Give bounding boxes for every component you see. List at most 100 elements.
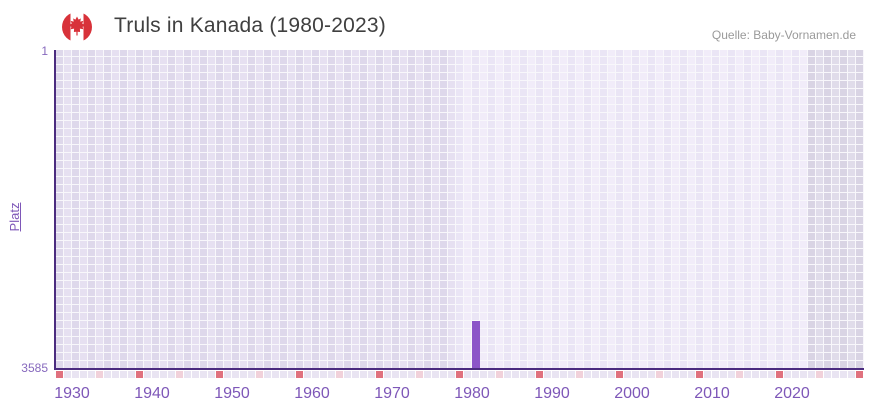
x-tick-2020 bbox=[776, 371, 783, 378]
x-axis-label-2010: 2010 bbox=[694, 385, 730, 402]
x-tick-1985 bbox=[496, 371, 503, 378]
x-axis-label-1930: 1930 bbox=[54, 385, 90, 402]
x-tick-1990 bbox=[536, 371, 543, 378]
x-tick-1946 bbox=[184, 371, 191, 378]
x-tick-1941 bbox=[144, 371, 151, 378]
x-tick-2015 bbox=[736, 371, 743, 378]
x-tick-1931 bbox=[64, 371, 71, 378]
x-tick-2006 bbox=[664, 371, 671, 378]
x-tick-1992 bbox=[552, 371, 559, 378]
x-tick-2012 bbox=[712, 371, 719, 378]
x-tick-1998 bbox=[600, 371, 607, 378]
x-tick-1930 bbox=[56, 371, 63, 378]
x-tick-1957 bbox=[272, 371, 279, 378]
x-tick-1943 bbox=[160, 371, 167, 378]
plot-region-before-data bbox=[56, 50, 456, 368]
x-tick-2024 bbox=[808, 371, 815, 378]
x-tick-1967 bbox=[352, 371, 359, 378]
x-tick-1952 bbox=[232, 371, 239, 378]
x-axis-label-1960: 1960 bbox=[294, 385, 330, 402]
x-tick-2028 bbox=[840, 371, 847, 378]
x-axis-labels: 1930 1940 1950 1960 1970 1980 1990 2000 2010 2020 bbox=[54, 385, 873, 405]
x-tick-1953 bbox=[240, 371, 247, 378]
y-axis-label: Platz bbox=[7, 202, 22, 232]
x-tick-1962 bbox=[312, 371, 319, 378]
x-axis-ticks bbox=[56, 371, 864, 378]
x-tick-2023 bbox=[800, 371, 807, 378]
x-tick-1972 bbox=[392, 371, 399, 378]
bar-1982[interactable] bbox=[472, 321, 480, 368]
x-axis-label-1970: 1970 bbox=[374, 385, 410, 402]
x-tick-2013 bbox=[720, 371, 727, 378]
x-tick-1993 bbox=[560, 371, 567, 378]
x-tick-1994 bbox=[568, 371, 575, 378]
x-tick-1984 bbox=[488, 371, 495, 378]
x-tick-2007 bbox=[672, 371, 679, 378]
x-tick-1986 bbox=[504, 371, 511, 378]
x-tick-1949 bbox=[208, 371, 215, 378]
x-tick-1980 bbox=[456, 371, 463, 378]
source-credit: Quelle: Baby-Vornamen.de bbox=[711, 28, 856, 42]
x-tick-1939 bbox=[128, 371, 135, 378]
x-tick-1932 bbox=[72, 371, 79, 378]
x-tick-2009 bbox=[688, 371, 695, 378]
x-tick-2000 bbox=[616, 371, 623, 378]
x-axis-label-1940: 1940 bbox=[134, 385, 170, 402]
x-tick-2030 bbox=[856, 371, 863, 378]
x-tick-2014 bbox=[728, 371, 735, 378]
x-tick-2004 bbox=[648, 371, 655, 378]
x-tick-1970 bbox=[376, 371, 383, 378]
plot-area bbox=[56, 50, 864, 368]
x-tick-1965 bbox=[336, 371, 343, 378]
x-tick-1987 bbox=[512, 371, 519, 378]
x-tick-1963 bbox=[320, 371, 327, 378]
x-tick-2019 bbox=[768, 371, 775, 378]
x-tick-2026 bbox=[824, 371, 831, 378]
x-tick-1934 bbox=[88, 371, 95, 378]
x-tick-1969 bbox=[368, 371, 375, 378]
x-axis-label-2020: 2020 bbox=[774, 385, 810, 402]
canada-flag-icon bbox=[62, 12, 92, 42]
x-tick-1942 bbox=[152, 371, 159, 378]
x-tick-1988 bbox=[520, 371, 527, 378]
x-tick-2001 bbox=[624, 371, 631, 378]
x-tick-1956 bbox=[264, 371, 271, 378]
x-tick-1938 bbox=[120, 371, 127, 378]
x-tick-2011 bbox=[704, 371, 711, 378]
x-tick-1933 bbox=[80, 371, 87, 378]
x-tick-2018 bbox=[760, 371, 767, 378]
x-tick-1982 bbox=[472, 371, 479, 378]
y-axis-tick-top: 1 bbox=[41, 44, 48, 58]
x-tick-1999 bbox=[608, 371, 615, 378]
x-tick-2003 bbox=[640, 371, 647, 378]
x-tick-1945 bbox=[176, 371, 183, 378]
x-tick-1977 bbox=[432, 371, 439, 378]
x-tick-1983 bbox=[480, 371, 487, 378]
y-axis-tick-bottom: 3585 bbox=[21, 361, 48, 375]
chart-title: Truls in Kanada (1980-2023) bbox=[114, 14, 386, 37]
x-tick-2022 bbox=[792, 371, 799, 378]
x-tick-2025 bbox=[816, 371, 823, 378]
x-tick-1960 bbox=[296, 371, 303, 378]
x-tick-1959 bbox=[288, 371, 295, 378]
x-tick-1961 bbox=[304, 371, 311, 378]
x-tick-1989 bbox=[528, 371, 535, 378]
x-tick-2005 bbox=[656, 371, 663, 378]
x-tick-1979 bbox=[448, 371, 455, 378]
x-tick-1981 bbox=[464, 371, 471, 378]
y-axis-line bbox=[54, 50, 56, 370]
x-tick-2021 bbox=[784, 371, 791, 378]
x-tick-1951 bbox=[224, 371, 231, 378]
x-tick-2016 bbox=[744, 371, 751, 378]
plot-region-data-range bbox=[456, 50, 808, 368]
x-axis-line bbox=[54, 368, 864, 370]
x-tick-2008 bbox=[680, 371, 687, 378]
x-axis-label-2000: 2000 bbox=[614, 385, 650, 402]
x-axis-label-1950: 1950 bbox=[214, 385, 250, 402]
x-axis-label-1990: 1990 bbox=[534, 385, 570, 402]
x-tick-1958 bbox=[280, 371, 287, 378]
x-tick-1968 bbox=[360, 371, 367, 378]
x-tick-1940 bbox=[136, 371, 143, 378]
x-tick-1973 bbox=[400, 371, 407, 378]
